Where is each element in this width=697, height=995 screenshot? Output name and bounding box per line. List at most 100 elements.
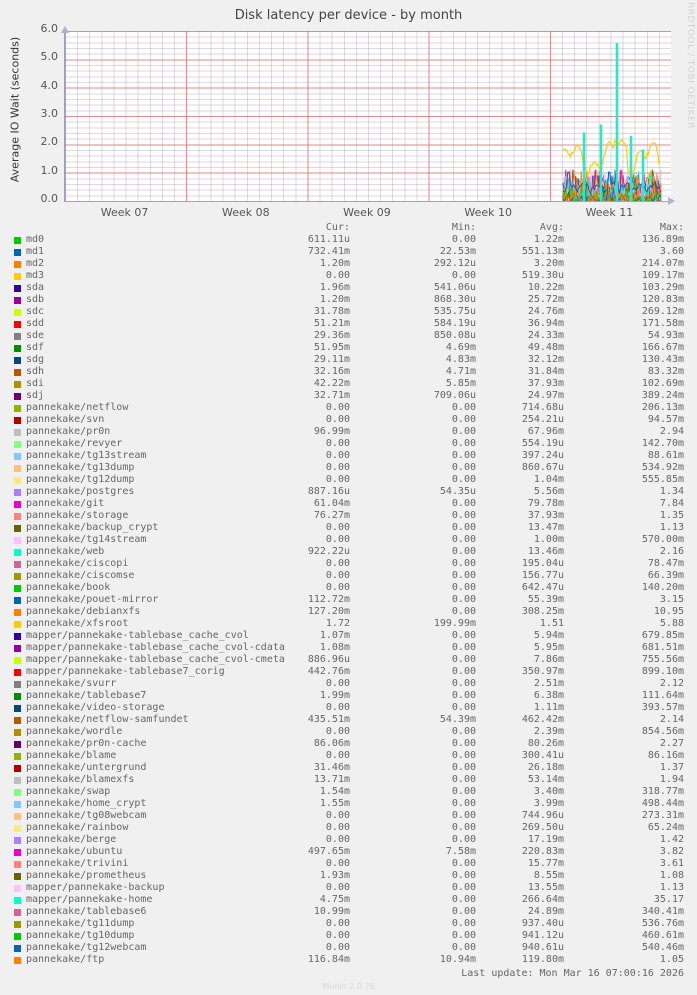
- legend-row[interactable]: pannekake/netflow-samfundet 435.51m 54.39m…: [0, 714, 697, 726]
- legend-value-max: 1.13: [659, 882, 684, 893]
- legend-value-cur: 0.00: [325, 414, 350, 425]
- legend-row[interactable]: pannekake/video-storage 0.00 0.00 1.11m 393.…: [0, 702, 697, 714]
- legend-row[interactable]: mapper/pannekake-tablebase_cache_cvol-cm…: [0, 654, 697, 666]
- legend-row[interactable]: pannekake/pr0n 96.99m 0.00 67.96m 2.94: [0, 426, 697, 438]
- legend-row[interactable]: pannekake/postgres 887.16u 54.35u 5.56m 1.34: [0, 486, 697, 498]
- legend-value-avg: 13.55m: [527, 882, 564, 893]
- legend-row[interactable]: mapper/pannekake-tablebase7_corig 442.76m…: [0, 666, 697, 678]
- legend-row[interactable]: sdb 1.20m 868.30u 25.72m 120.83m: [0, 294, 697, 306]
- legend-row[interactable]: pannekake/home_crypt 1.55m 0.00 3.99m 498.44…: [0, 798, 697, 810]
- legend-color-swatch-icon: [14, 345, 21, 352]
- legend-value-cur: 96.99m: [313, 426, 350, 437]
- legend-row[interactable]: pannekake/ftp 116.84m 10.94m 119.80m 1.05: [0, 954, 697, 966]
- legend-value-max: 2.12: [659, 678, 684, 689]
- legend-row[interactable]: pannekake/debianxfs 127.20m 0.00 308.25m 10.…: [0, 606, 697, 618]
- legend-color-swatch-icon: [14, 525, 21, 532]
- legend-value-avg: 269.50u: [521, 822, 564, 833]
- legend-series-label: sdj: [26, 390, 45, 401]
- legend-row[interactable]: pannekake/tablebase7 1.99m 0.00 6.38m 111.64…: [0, 690, 697, 702]
- legend-row[interactable]: mapper/pannekake-tablebase_cache_cvol-cd…: [0, 642, 697, 654]
- legend-value-max: 269.12m: [641, 306, 684, 317]
- legend-row[interactable]: pannekake/rainbow 0.00 0.00 269.50u 65.24m: [0, 822, 697, 834]
- legend-row[interactable]: pannekake/blamexfs 13.71m 0.00 53.14m 1.94: [0, 774, 697, 786]
- legend-row[interactable]: pannekake/svn 0.00 0.00 254.21u 94.57m: [0, 414, 697, 426]
- legend-row[interactable]: pannekake/backup_crypt 0.00 0.00 13.47m 1.13: [0, 522, 697, 534]
- legend-row[interactable]: pannekake/tg11dump 0.00 0.00 937.40u 536.76m: [0, 918, 697, 930]
- legend-row[interactable]: md3 0.00 0.00 519.30u 109.17m: [0, 270, 697, 282]
- legend-row[interactable]: pannekake/storage 76.27m 0.00 37.93m 1.35: [0, 510, 697, 522]
- legend-value-cur: 0.00: [325, 810, 350, 821]
- legend-row[interactable]: pannekake/ciscomse 0.00 0.00 156.77u 66.39m: [0, 570, 697, 582]
- legend-value-avg: 31.84m: [527, 366, 564, 377]
- legend-series-label: pannekake/backup_crypt: [26, 522, 159, 533]
- legend-row[interactable]: pannekake/netflow 0.00 0.00 714.68u 206.13m: [0, 402, 697, 414]
- legend-value-avg: 5.95m: [533, 642, 564, 653]
- legend-row[interactable]: pannekake/revyer 0.00 0.00 554.19u 142.70m: [0, 438, 697, 450]
- legend-row[interactable]: pannekake/tg12webcam 0.00 0.00 940.61u 540.4…: [0, 942, 697, 954]
- legend-value-cur: 0.00: [325, 822, 350, 833]
- legend-row[interactable]: pannekake/swap 1.54m 0.00 3.40m 318.77m: [0, 786, 697, 798]
- legend-row[interactable]: sdg 29.11m 4.83m 32.12m 130.43m: [0, 354, 697, 366]
- legend-series-label: pannekake/tablebase7: [26, 690, 147, 701]
- legend-value-avg: 350.97m: [521, 666, 564, 677]
- legend-row[interactable]: pannekake/tg12dump 0.00 0.00 1.04m 555.85m: [0, 474, 697, 486]
- legend-row[interactable]: pannekake/tg10dump 0.00 0.00 941.12u 460.61m: [0, 930, 697, 942]
- legend-row[interactable]: mapper/pannekake-tablebase_cache_cvol 1.0…: [0, 630, 697, 642]
- legend-row[interactable]: mapper/pannekake-backup 0.00 0.00 13.55m 1.1…: [0, 882, 697, 894]
- legend-row[interactable]: pannekake/untergrund 31.46m 0.00 26.18m 1.37: [0, 762, 697, 774]
- legend-row[interactable]: sda 1.96m 541.06u 10.22m 103.29m: [0, 282, 697, 294]
- legend-row[interactable]: pannekake/ciscopi 0.00 0.00 195.04u 78.47m: [0, 558, 697, 570]
- legend-row[interactable]: pannekake/git 61.04m 0.00 79.78m 7.84: [0, 498, 697, 510]
- legend-series-label: pannekake/tg13dump: [26, 462, 135, 473]
- legend-row[interactable]: sdd 51.21m 584.19u 36.94m 171.58m: [0, 318, 697, 330]
- legend-row[interactable]: pannekake/pouet-mirror 112.72m 0.00 55.39m 3…: [0, 594, 697, 606]
- legend-row[interactable]: pannekake/tablebase6 10.99m 0.00 24.89m 340.…: [0, 906, 697, 918]
- legend-value-avg: 941.12u: [521, 930, 564, 941]
- legend-row[interactable]: md1 732.41m 22.53m 551.13m 3.60: [0, 246, 697, 258]
- legend-row[interactable]: pannekake/tg13dump 0.00 0.00 860.67u 534.92m: [0, 462, 697, 474]
- legend-row[interactable]: pannekake/pr0n-cache 86.06m 0.00 80.26m 2.27: [0, 738, 697, 750]
- legend-row[interactable]: pannekake/tg13stream 0.00 0.00 397.24u 88.61…: [0, 450, 697, 462]
- legend-color-swatch-icon: [14, 645, 21, 652]
- legend-row[interactable]: pannekake/tg14stream 0.00 0.00 1.00m 570.00m: [0, 534, 697, 546]
- legend-color-swatch-icon: [14, 441, 21, 448]
- legend-value-max: 2.14: [659, 714, 684, 725]
- legend-row[interactable]: pannekake/trivini 0.00 0.00 15.77m 3.61: [0, 858, 697, 870]
- legend-series-label: pannekake/rainbow: [26, 822, 129, 833]
- legend-value-max: 3.61: [659, 858, 684, 869]
- legend-value-max: 3.60: [659, 246, 684, 257]
- legend-row[interactable]: sdi 42.22m 5.85m 37.93m 102.69m: [0, 378, 697, 390]
- legend-row[interactable]: md0 611.11u 0.00 1.22m 136.89m: [0, 234, 697, 246]
- y-tick-label: 1.0: [40, 163, 59, 177]
- legend-value-min: 868.30u: [433, 294, 476, 305]
- legend-row[interactable]: pannekake/prometheus 1.93m 0.00 8.55m 1.08: [0, 870, 697, 882]
- legend-value-min: 0.00: [451, 462, 476, 473]
- legend-row[interactable]: sde 29.36m 850.08u 24.33m 54.93m: [0, 330, 697, 342]
- legend-row[interactable]: mapper/pannekake-home 4.75m 0.00 266.64m 35.…: [0, 894, 697, 906]
- legend-row[interactable]: pannekake/blame 0.00 0.00 300.41u 86.16m: [0, 750, 697, 762]
- legend-value-min: 709.06u: [433, 390, 476, 401]
- legend-value-cur: 0.00: [325, 750, 350, 761]
- legend-row[interactable]: pannekake/ubuntu 497.65m 7.58m 220.83m 3.82: [0, 846, 697, 858]
- legend-value-cur: 0.00: [325, 918, 350, 929]
- legend-row[interactable]: sdc 31.78m 535.75u 24.76m 269.12m: [0, 306, 697, 318]
- legend-row[interactable]: pannekake/tg08webcam 0.00 0.00 744.96u 273.3…: [0, 810, 697, 822]
- legend-value-max: 1.42: [659, 834, 684, 845]
- legend-row[interactable]: pannekake/svurr 0.00 0.00 2.51m 2.12: [0, 678, 697, 690]
- legend-value-avg: 156.77u: [521, 570, 564, 581]
- legend-row[interactable]: sdf 51.95m 4.69m 49.48m 166.67m: [0, 342, 697, 354]
- legend-row[interactable]: sdj 32.71m 709.06u 24.97m 389.24m: [0, 390, 697, 402]
- legend-color-swatch-icon: [14, 417, 21, 424]
- legend-row[interactable]: pannekake/xfsroot 1.72 199.99m 1.51 5.88: [0, 618, 697, 630]
- legend-value-min: 0.00: [451, 834, 476, 845]
- legend-value-min: 0.00: [451, 438, 476, 449]
- legend-row[interactable]: md2 1.20m 292.12u 3.20m 214.07m: [0, 258, 697, 270]
- legend-color-swatch-icon: [14, 681, 21, 688]
- legend-row[interactable]: pannekake/wordle 0.00 0.00 2.39m 854.56m: [0, 726, 697, 738]
- legend-row[interactable]: sdh 32.16m 4.71m 31.84m 83.32m: [0, 366, 697, 378]
- legend-value-max: 536.76m: [641, 918, 684, 929]
- legend-row[interactable]: pannekake/web 922.22u 0.00 13.46m 2.16: [0, 546, 697, 558]
- legend-row[interactable]: pannekake/berge 0.00 0.00 17.19m 1.42: [0, 834, 697, 846]
- legend-value-avg: 220.83m: [521, 846, 564, 857]
- legend-row[interactable]: pannekake/book 0.00 0.00 642.47u 140.20m: [0, 582, 697, 594]
